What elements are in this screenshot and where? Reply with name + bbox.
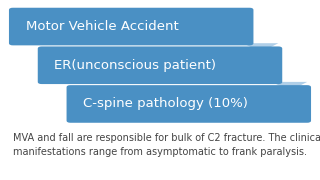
Polygon shape <box>243 43 278 52</box>
FancyBboxPatch shape <box>9 8 253 45</box>
Text: MVA and fall are responsible for bulk of C2 fracture. The clinical
manifestation: MVA and fall are responsible for bulk of… <box>13 133 320 157</box>
Text: ER(unconscious patient): ER(unconscious patient) <box>54 59 216 72</box>
Text: C-spine pathology (10%): C-spine pathology (10%) <box>83 97 248 111</box>
FancyBboxPatch shape <box>67 85 311 123</box>
Text: Motor Vehicle Accident: Motor Vehicle Accident <box>26 20 178 33</box>
Polygon shape <box>272 82 307 91</box>
FancyBboxPatch shape <box>38 46 282 84</box>
